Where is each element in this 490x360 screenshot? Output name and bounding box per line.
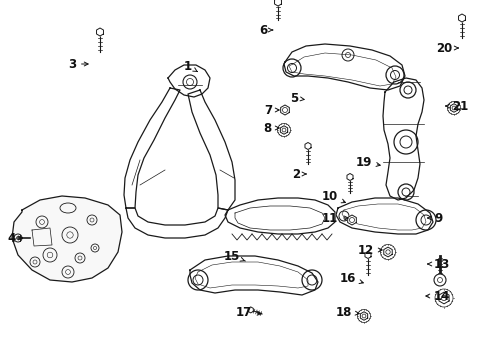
Polygon shape xyxy=(168,65,210,97)
Polygon shape xyxy=(280,126,288,134)
Text: 19: 19 xyxy=(356,156,380,168)
Polygon shape xyxy=(281,105,289,115)
Text: 15: 15 xyxy=(223,249,245,262)
Polygon shape xyxy=(126,208,228,238)
Polygon shape xyxy=(274,0,281,6)
Text: 5: 5 xyxy=(290,91,304,104)
Polygon shape xyxy=(225,198,335,234)
Polygon shape xyxy=(459,14,466,22)
Text: 8: 8 xyxy=(264,122,279,135)
Polygon shape xyxy=(439,292,449,304)
Text: 18: 18 xyxy=(336,306,359,319)
Text: 16: 16 xyxy=(340,271,363,284)
Text: 11: 11 xyxy=(322,212,348,225)
Polygon shape xyxy=(336,198,433,234)
Polygon shape xyxy=(365,252,371,258)
Text: 1: 1 xyxy=(184,59,197,72)
Text: 17: 17 xyxy=(236,306,261,319)
Text: 4: 4 xyxy=(8,231,22,244)
Polygon shape xyxy=(124,88,180,208)
Polygon shape xyxy=(12,196,122,282)
Polygon shape xyxy=(348,215,356,225)
Polygon shape xyxy=(347,174,353,180)
Text: 9: 9 xyxy=(428,212,442,225)
Polygon shape xyxy=(188,90,235,210)
Polygon shape xyxy=(284,44,405,90)
Text: 20: 20 xyxy=(436,41,458,54)
Text: 7: 7 xyxy=(264,104,279,117)
Text: 12: 12 xyxy=(358,243,382,257)
Polygon shape xyxy=(450,104,458,112)
Text: 6: 6 xyxy=(259,23,272,36)
Circle shape xyxy=(434,274,446,286)
Polygon shape xyxy=(248,307,253,313)
Polygon shape xyxy=(383,78,424,200)
Text: 21: 21 xyxy=(446,99,468,113)
Polygon shape xyxy=(360,312,368,320)
Text: 3: 3 xyxy=(68,58,88,71)
Polygon shape xyxy=(305,143,311,149)
Text: 10: 10 xyxy=(322,189,345,203)
Text: 14: 14 xyxy=(426,289,450,302)
Text: 2: 2 xyxy=(292,167,306,180)
Polygon shape xyxy=(190,256,318,295)
Text: 13: 13 xyxy=(428,257,450,270)
Polygon shape xyxy=(384,247,392,257)
Polygon shape xyxy=(97,28,103,36)
